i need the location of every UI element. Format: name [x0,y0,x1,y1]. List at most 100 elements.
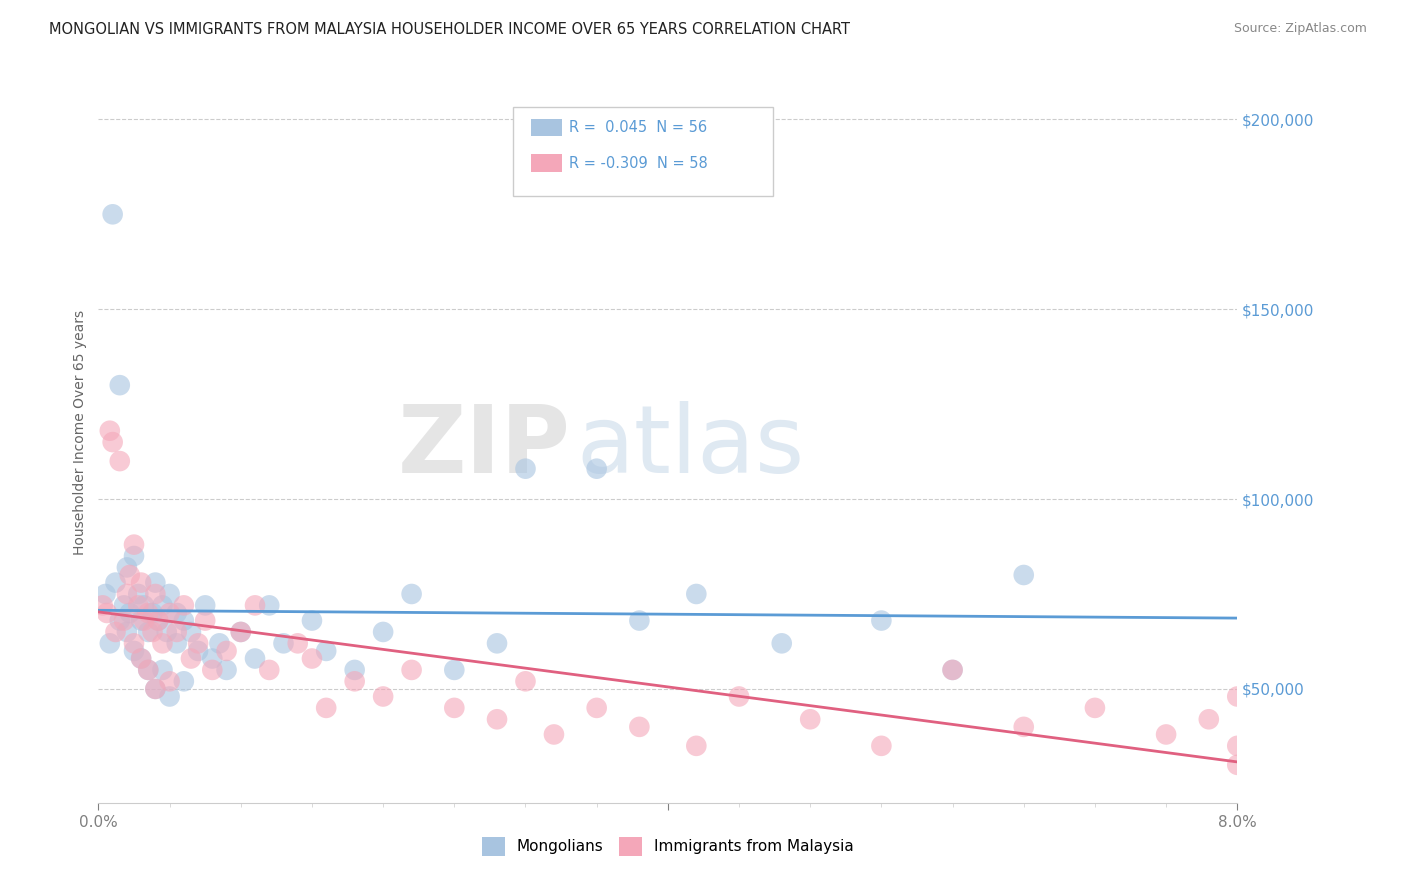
Point [173,674,195,689]
Legend: Mongolians, Immigrants from Malaysia: Mongolians, Immigrants from Malaysia [475,831,860,862]
Point [1012,720,1035,734]
Point [201,651,224,665]
Point [243,651,266,665]
Point [101,435,124,450]
Y-axis label: Householder Income Over 65 years: Householder Income Over 65 years [73,310,87,555]
Point [166,636,188,650]
Point [145,681,167,696]
Point [343,663,366,677]
Text: Source: ZipAtlas.com: Source: ZipAtlas.com [1233,22,1367,36]
Point [942,663,965,677]
Point [129,614,152,628]
Point [152,636,174,650]
Point [98,636,121,650]
Text: R =  0.045  N = 56: R = 0.045 N = 56 [569,120,707,135]
Text: R = -0.309  N = 58: R = -0.309 N = 58 [569,156,709,170]
Point [1198,712,1220,726]
Point [685,587,707,601]
Point [141,624,163,639]
Point [127,599,149,613]
Point [259,663,281,677]
Point [315,644,337,658]
Point [166,624,188,639]
Point [152,599,174,613]
Point [115,624,138,639]
Point [1226,690,1249,704]
Point [194,614,217,628]
Point [166,606,188,620]
Point [129,651,152,665]
Point [585,701,607,715]
Point [301,651,323,665]
Point [104,575,127,590]
Point [315,701,337,715]
Point [132,614,155,628]
Point [122,644,145,658]
Point [118,568,141,582]
Point [145,575,167,590]
Point [942,663,965,677]
Point [870,739,893,753]
Point [115,560,138,574]
Point [208,636,231,650]
Point [159,690,181,704]
Point [273,636,295,650]
Point [770,636,793,650]
Point [543,727,565,741]
Text: ZIP: ZIP [398,401,571,493]
Point [486,712,509,726]
Point [118,606,141,620]
Point [628,720,651,734]
Point [187,644,209,658]
Point [108,378,131,392]
Point [259,599,281,613]
Point [187,636,209,650]
Point [229,624,252,639]
Point [145,681,167,696]
Point [215,644,238,658]
Point [129,575,152,590]
Point [1226,757,1249,772]
Point [129,651,152,665]
Point [180,651,202,665]
Point [132,599,155,613]
Point [145,587,167,601]
Point [136,663,159,677]
Point [443,701,465,715]
Point [685,739,707,753]
Point [122,549,145,563]
Point [104,624,127,639]
Point [159,674,181,689]
Point [243,599,266,613]
Point [136,624,159,639]
Point [515,674,537,689]
Point [94,587,117,601]
Point [301,614,323,628]
Point [112,614,135,628]
Point [98,424,121,438]
Point [728,690,751,704]
Point [194,599,217,613]
Point [401,663,423,677]
Point [112,599,135,613]
Point [156,624,179,639]
Point [1154,727,1177,741]
Point [870,614,893,628]
Point [148,614,170,628]
Point [173,614,195,628]
Point [91,599,114,613]
Point [159,587,181,601]
Point [1012,568,1035,582]
Point [343,674,366,689]
Point [127,587,149,601]
Point [96,606,118,620]
Point [287,636,309,650]
Point [101,207,124,221]
Point [152,663,174,677]
Point [401,587,423,601]
Point [371,690,394,704]
Point [180,624,202,639]
Point [371,624,394,639]
Point [173,599,195,613]
Point [799,712,821,726]
